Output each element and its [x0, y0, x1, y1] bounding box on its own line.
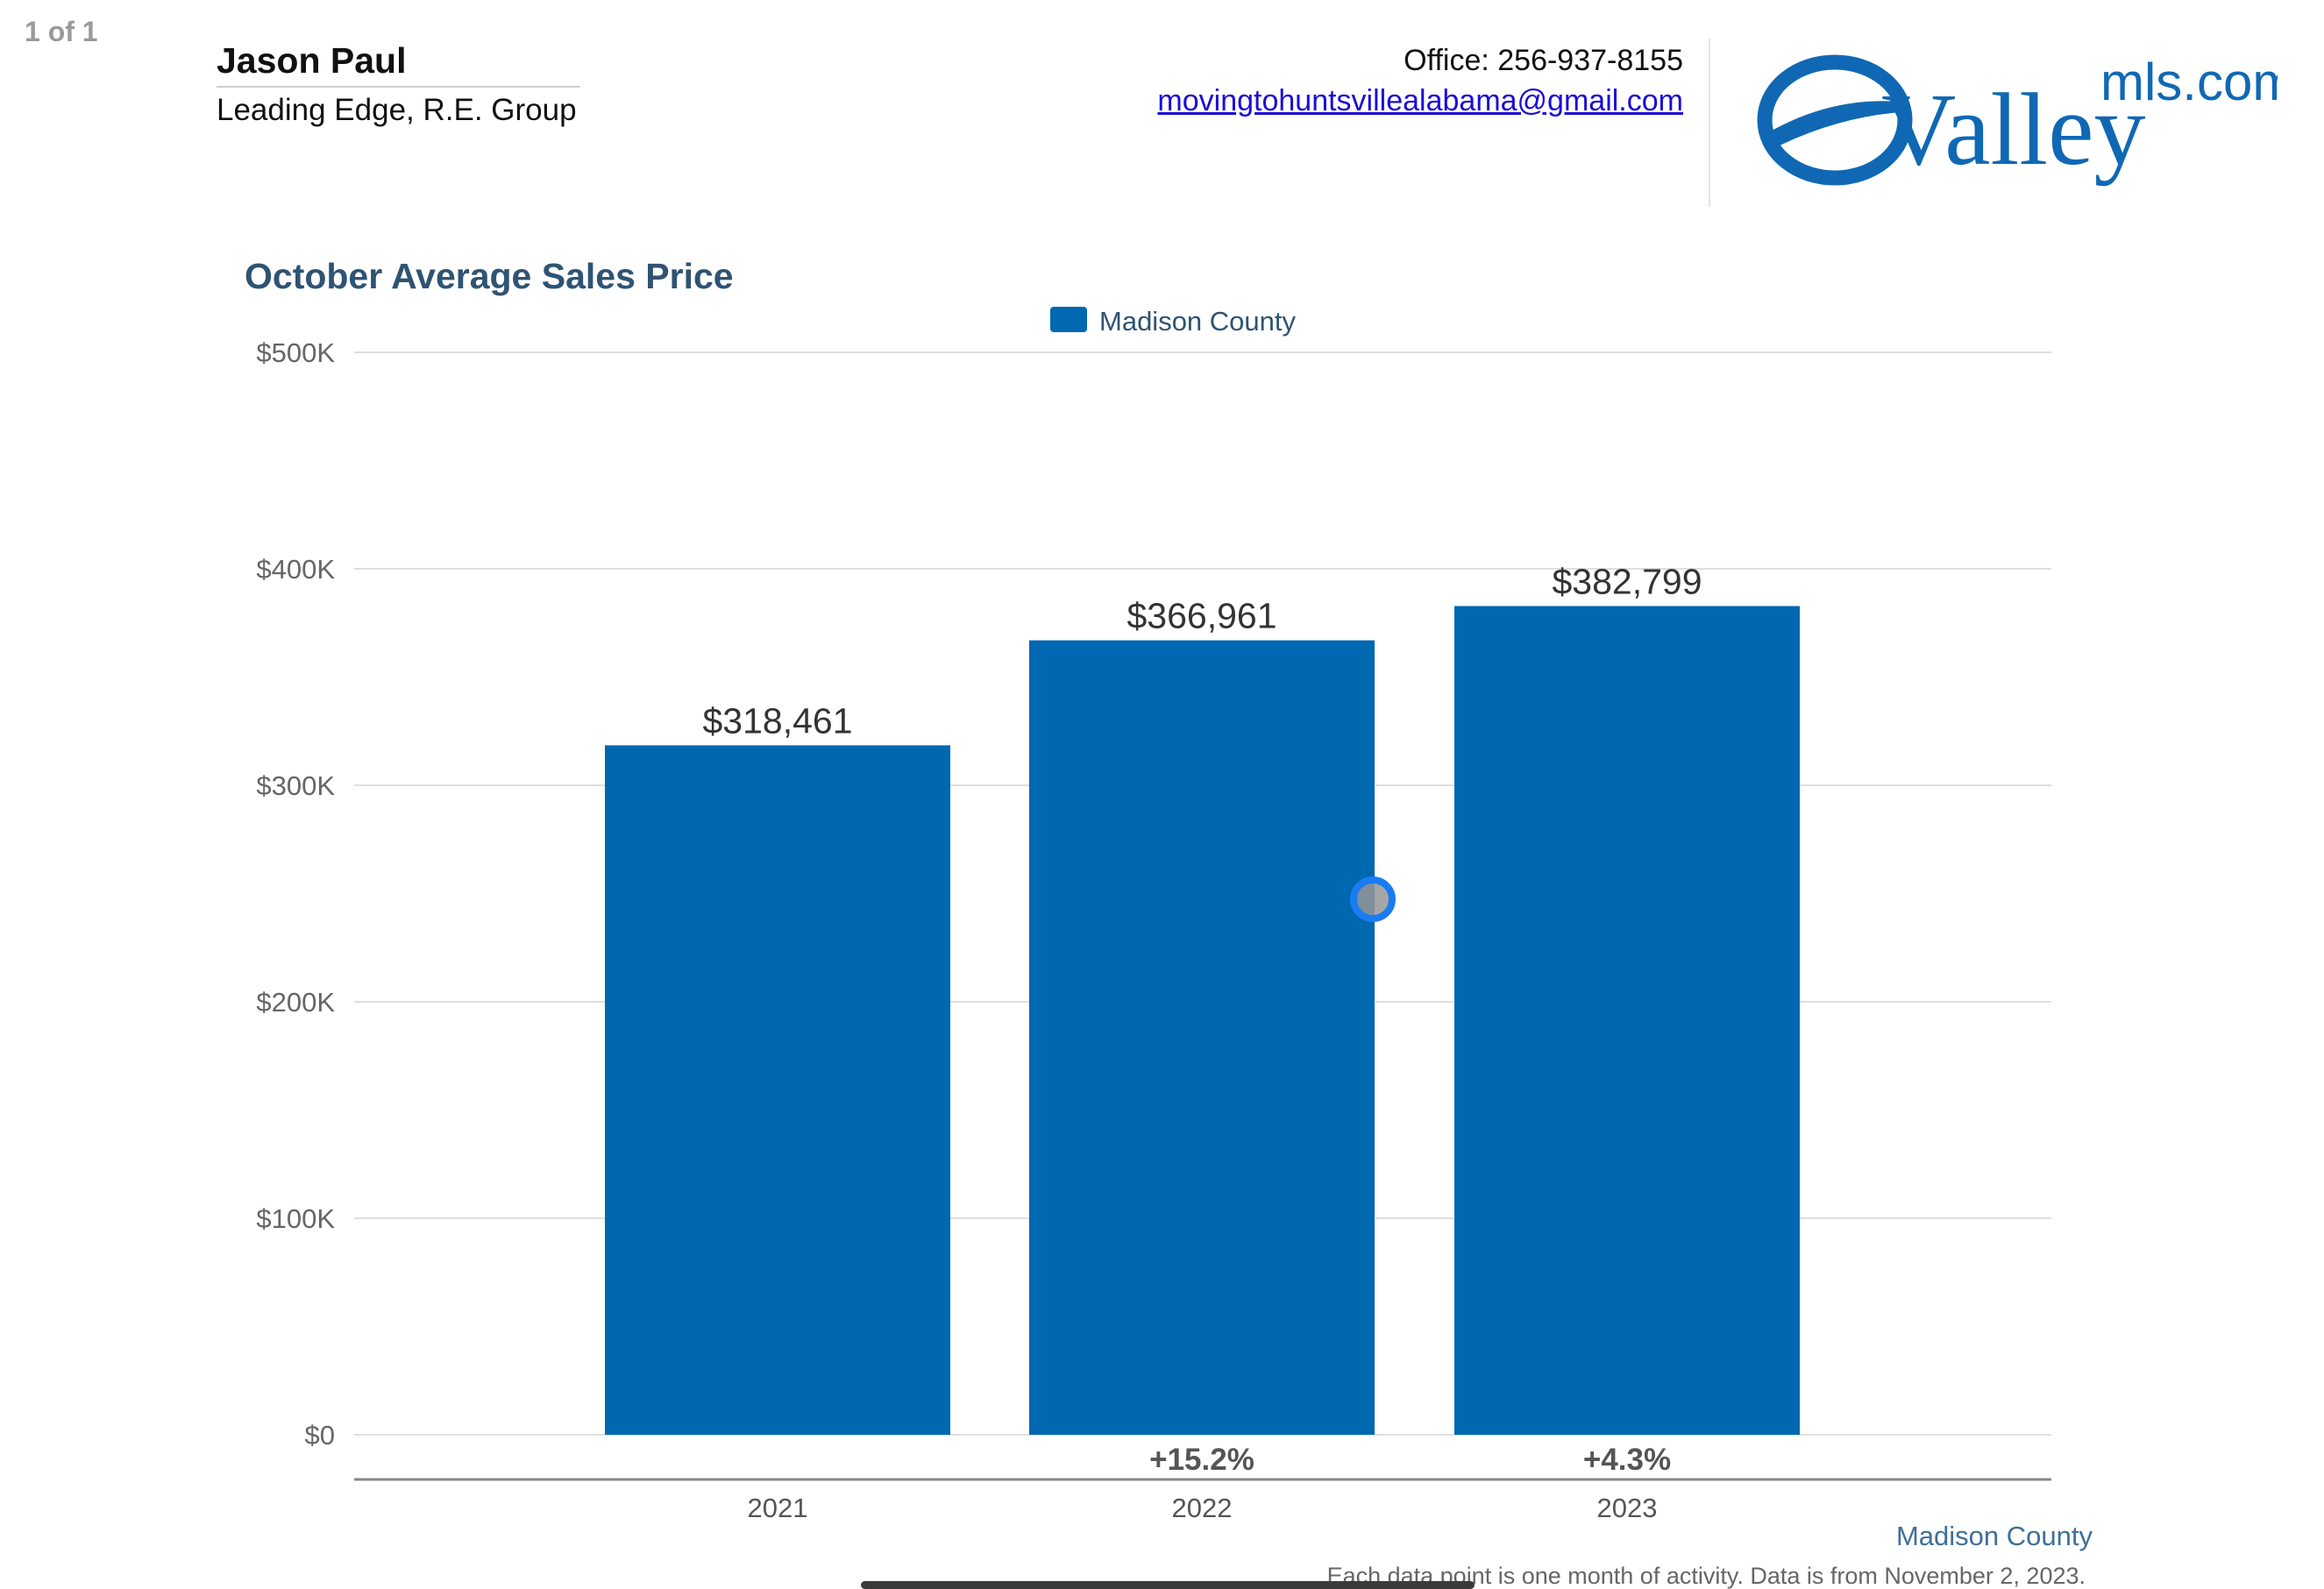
x-tick-label: 2023 [1597, 1493, 1658, 1523]
change-label: +15.2% [1149, 1443, 1254, 1477]
change-label: +4.3% [1583, 1443, 1671, 1477]
agent-company: Leading Edge, R.E. Group [217, 93, 577, 127]
legend[interactable]: Madison County [1050, 306, 1297, 337]
office-phone: Office: 256-937-8155 [1404, 44, 1683, 77]
logo-emblem-icon [1757, 54, 1913, 186]
bar-value-label: $318,461 [702, 700, 852, 741]
data-labels: $318,461 2021 $366,961 +15.2% 2022 $382,799 +4… [702, 561, 1702, 1523]
x-tick-label: 2022 [1172, 1493, 1233, 1523]
agent-name: Jason Paul [217, 40, 407, 81]
y-tick-label: $500K [256, 337, 335, 368]
y-tick-label: $300K [256, 770, 335, 801]
y-tick-label: $400K [256, 554, 335, 585]
header-divider [1709, 39, 1710, 207]
x-tick-label: 2021 [748, 1493, 808, 1523]
agent-divider [217, 86, 580, 88]
footer-series-label: Madison County [1895, 1521, 2093, 1551]
scroll-indicator[interactable] [861, 1581, 1475, 1589]
email-link[interactable]: movingtohuntsvillealabama@gmail.com [1157, 84, 1683, 117]
y-tick-label: $0 [305, 1420, 335, 1451]
bar-value-label: $366,961 [1126, 596, 1276, 636]
legend-label[interactable]: Madison County [1099, 306, 1297, 337]
y-tick-label: $100K [256, 1203, 335, 1234]
y-tick-label: $200K [256, 987, 335, 1018]
bars [605, 606, 1800, 1435]
page-indicator: 1 of 1 [25, 16, 98, 47]
cursor-indicator [1350, 876, 1396, 922]
logo-wordmark: Valley [1881, 72, 2145, 187]
bar-value-label: $382,799 [1552, 561, 1702, 601]
legend-swatch [1050, 307, 1087, 332]
valleymls-logo: Valley mls.com [1757, 53, 2278, 187]
bar-2023[interactable] [1454, 606, 1800, 1435]
bar-2021[interactable] [605, 745, 950, 1435]
bar-2022[interactable] [1029, 640, 1375, 1435]
logo-suffix: mls.com [2100, 53, 2278, 111]
chart-title: October Average Sales Price [245, 256, 734, 296]
